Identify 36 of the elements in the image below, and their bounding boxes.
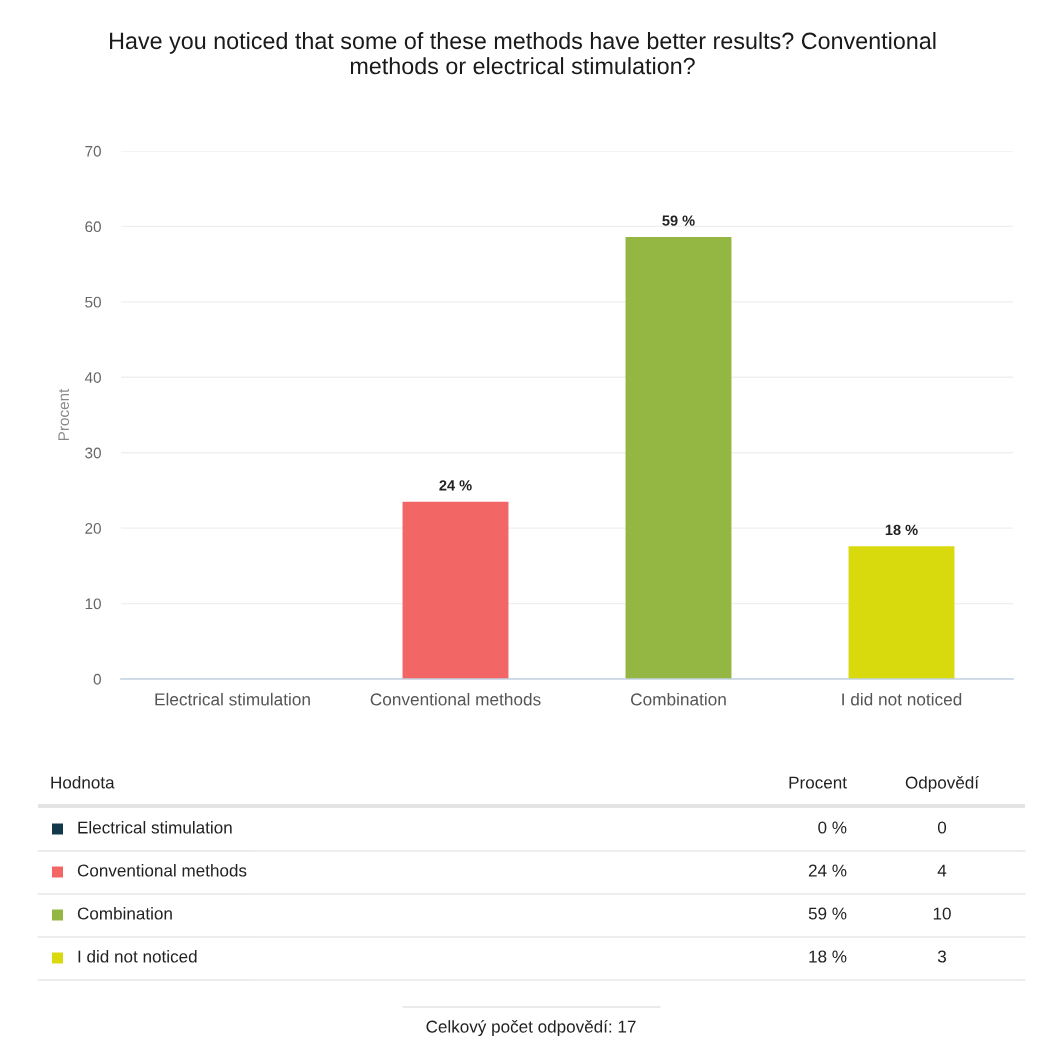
y-tick-label: 10 xyxy=(85,598,101,610)
text: Celkový počet odpovědí: 17 xyxy=(426,1019,636,1037)
text: Procent xyxy=(789,776,847,789)
y-tick-label: 30 xyxy=(85,447,101,459)
bar xyxy=(848,546,955,679)
data-label: 3 xyxy=(937,950,946,963)
data-label: 18 % xyxy=(809,950,847,963)
category-label: Conventional methods xyxy=(77,864,247,877)
category-label: Electrical stimulation xyxy=(78,821,232,834)
data-label: 24 % xyxy=(439,480,472,491)
x-tick-label: Conventional methods xyxy=(370,692,541,706)
bar xyxy=(625,236,732,679)
data-label: 18 % xyxy=(885,524,918,536)
data-label: 59 % xyxy=(662,215,695,226)
chart-title: Have you noticed that some of these methods have better results? Conventional methods or electrical stimulation? xyxy=(110,32,936,75)
category-label: I did not noticed xyxy=(78,950,197,963)
y-tick-label: 20 xyxy=(85,523,101,534)
data-label: 10 xyxy=(933,907,951,920)
legend-title: Hodnota xyxy=(51,776,115,789)
text: Odpovědí xyxy=(905,775,979,793)
y-axis-title: Procent xyxy=(58,388,70,441)
data-label: 4 xyxy=(937,864,947,877)
data-label: 0 xyxy=(937,821,947,834)
x-tick-label: Electrical stimulation xyxy=(155,692,310,706)
bar xyxy=(402,501,509,679)
y-tick-label: 40 xyxy=(84,372,101,383)
y-tick-label: 60 xyxy=(85,221,101,233)
data-label: 0 % xyxy=(818,821,847,834)
x-tick-label: I did not noticed xyxy=(842,692,962,706)
x-tick-label: Combination xyxy=(631,692,726,706)
data-label: 59 % xyxy=(808,907,847,920)
y-tick-label: 70 xyxy=(85,145,101,157)
category-label: Combination xyxy=(77,907,172,920)
y-tick-label: 50 xyxy=(85,296,101,308)
y-tick-label: 0 xyxy=(93,673,101,685)
data-label: 24 % xyxy=(808,864,847,877)
